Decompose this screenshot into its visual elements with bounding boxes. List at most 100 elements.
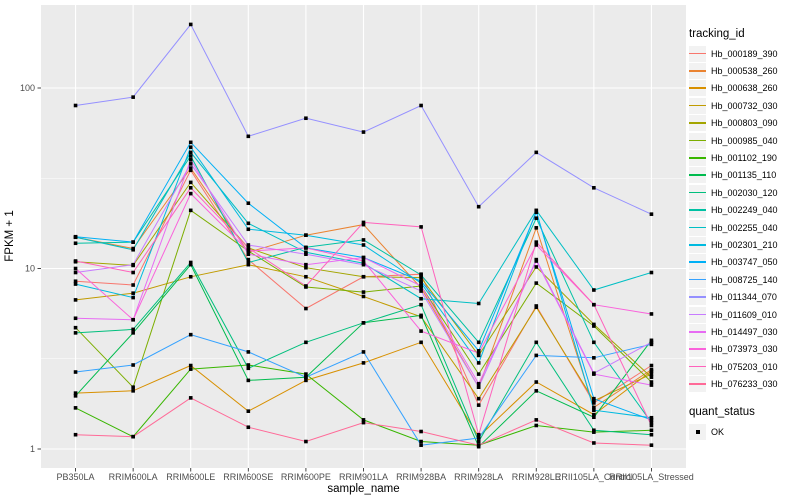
data-point [419,273,423,277]
data-point [534,150,539,155]
legend-title-quant-status: quant_status [689,405,755,418]
data-point [73,316,78,321]
data-point [592,340,596,345]
data-point [188,150,193,155]
data-point [649,380,654,384]
data-point [361,130,366,134]
data-point [304,372,308,376]
data-point [246,257,251,262]
legend-line-swatch [689,226,706,229]
data-point [476,361,481,365]
data-point [131,262,135,267]
data-point [419,313,423,318]
data-point [649,372,654,376]
data-point [361,222,366,227]
data-point [419,340,423,345]
data-point [534,226,539,230]
legend-item-label: Hb_008725_140 [711,274,778,285]
legend-item-label: Hb_002030_120 [711,187,778,198]
legend-key [689,306,706,323]
data-point [304,252,308,257]
legend-item-label: Hb_000638_260 [711,83,778,94]
data-point [534,353,539,358]
legend-item: Hb_011609_010 [689,306,799,323]
x-tick-label: RRIM901LA [339,472,388,482]
data-point [476,443,481,447]
data-point [246,425,251,430]
data-point [361,238,366,242]
data-point [592,441,596,445]
data-point [534,423,539,428]
data-point [304,375,308,379]
data-point [649,432,654,437]
data-point [534,265,539,269]
data-point [246,409,251,413]
data-point [419,103,423,108]
legend-item: Hb_073973_030 [689,341,799,358]
legend-key [689,202,706,219]
data-point [246,363,251,367]
data-point [246,249,251,253]
x-tick-label: PB350LA [57,472,95,482]
data-point [476,403,481,407]
data-point [188,168,193,173]
legend-line-swatch [689,330,706,333]
legend-key [689,97,706,114]
legend-key [689,358,706,375]
data-point [246,243,251,247]
data-point [246,227,251,232]
data-point [592,415,596,420]
legend-key-ok [689,423,706,440]
data-point [649,270,654,275]
data-point [649,369,654,373]
data-point [304,274,308,279]
data-point [131,240,135,244]
data-point [419,302,423,307]
data-point [649,312,654,316]
data-point [649,340,654,345]
data-point [131,434,135,439]
data-point [361,361,366,365]
data-point [534,243,539,247]
data-point [419,275,423,280]
data-point [188,396,193,400]
data-point [246,252,251,257]
data-point [592,398,596,403]
data-point [73,282,78,286]
data-point [131,95,135,99]
data-point [188,145,193,149]
legend-item: Hb_002255_040 [689,219,799,236]
data-point [361,255,366,260]
data-point [534,380,539,384]
legend-item-label: Hb_076233_030 [711,379,778,390]
legend-key [689,63,706,80]
x-tick-label: RRIM928LE [512,472,561,482]
legend: tracking_id Hb_000189_390 Hb_000538_260 Hb… [689,28,799,440]
data-point [476,204,481,209]
data-point [131,295,135,300]
data-point [361,262,366,267]
legend-line-swatch [689,313,706,316]
data-point [649,212,654,216]
legend-item: Hb_076233_030 [689,375,799,393]
legend-key [689,323,706,340]
data-point [131,291,135,295]
data-point [188,208,193,213]
data-point [73,298,78,302]
data-point [361,220,366,225]
data-point [73,432,78,437]
legend-key [689,219,706,236]
legend-line-swatch [689,365,706,368]
data-point [246,366,251,371]
data-point [592,405,596,410]
legend-line-swatch [689,278,706,281]
x-tick-label: RRII105LA_Control [555,472,633,482]
data-point [73,394,78,398]
data-point [188,180,193,185]
data-point [419,281,423,285]
data-point [188,191,193,196]
legend-item: Hb_008725_140 [689,271,799,288]
legend-line-swatch [689,191,706,194]
legend-item-label: Hb_001135_110 [711,170,777,181]
legend-line-swatch [689,348,706,350]
